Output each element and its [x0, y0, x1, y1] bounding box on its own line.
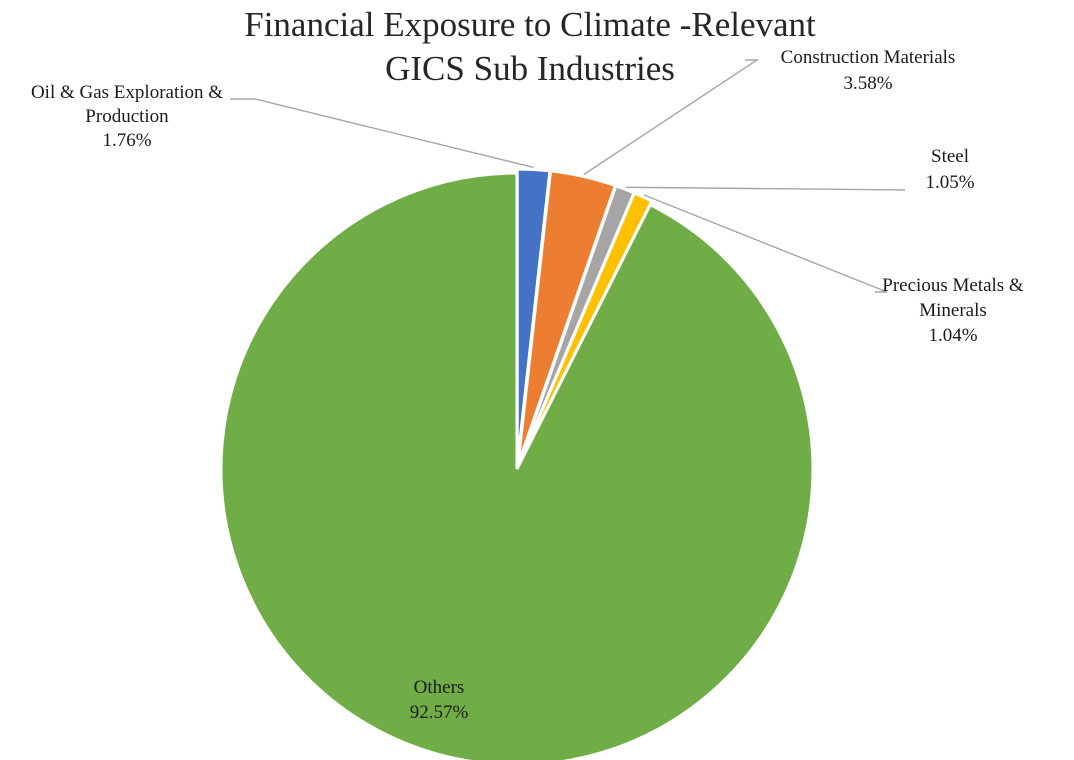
leader-line-precious-metals-minerals — [643, 194, 888, 293]
slice-name-line: Precious Metals & — [882, 275, 1024, 296]
pie-slice-others — [219, 171, 815, 760]
slice-name-line: Steel — [931, 146, 969, 167]
chart-title-line-1: Financial Exposure to Climate -Relevant — [244, 5, 816, 44]
slice-label-others: Others 92.57% — [410, 677, 469, 723]
slice-name-line: Others — [414, 677, 465, 698]
slice-name-line: Oil & Gas Exploration & — [31, 82, 223, 103]
slice-label-construction-materials: Construction Materials 3.58% — [781, 47, 956, 94]
leader-line-steel — [625, 186, 906, 191]
slice-label-precious-metals-minerals: Precious Metals & Minerals 1.04% — [882, 275, 1024, 346]
leader-lines — [230, 59, 906, 293]
slice-label-steel: Steel 1.05% — [925, 146, 974, 193]
slice-value-label: 92.57% — [410, 702, 469, 723]
chart-title-line-2: GICS Sub Industries — [385, 49, 675, 88]
slice-name-line: Construction Materials — [781, 47, 956, 68]
leader-line-oil-gas-exploration-production — [230, 98, 534, 169]
leader-line-construction-materials — [583, 59, 760, 176]
pie-slices — [219, 167, 815, 760]
slice-label-oil-gas-exploration-production: Oil & Gas Exploration & Production 1.76% — [31, 82, 223, 151]
slice-value-label: 3.58% — [843, 73, 892, 94]
slice-name-line: Minerals — [919, 300, 987, 321]
slice-value-label: 1.76% — [102, 130, 151, 151]
slice-value-label: 1.04% — [928, 325, 977, 346]
slice-name-line: Production — [85, 106, 169, 127]
slice-value-label: 1.05% — [925, 172, 974, 193]
slice-labels: Oil & Gas Exploration & Production 1.76% Co… — [31, 47, 1024, 723]
